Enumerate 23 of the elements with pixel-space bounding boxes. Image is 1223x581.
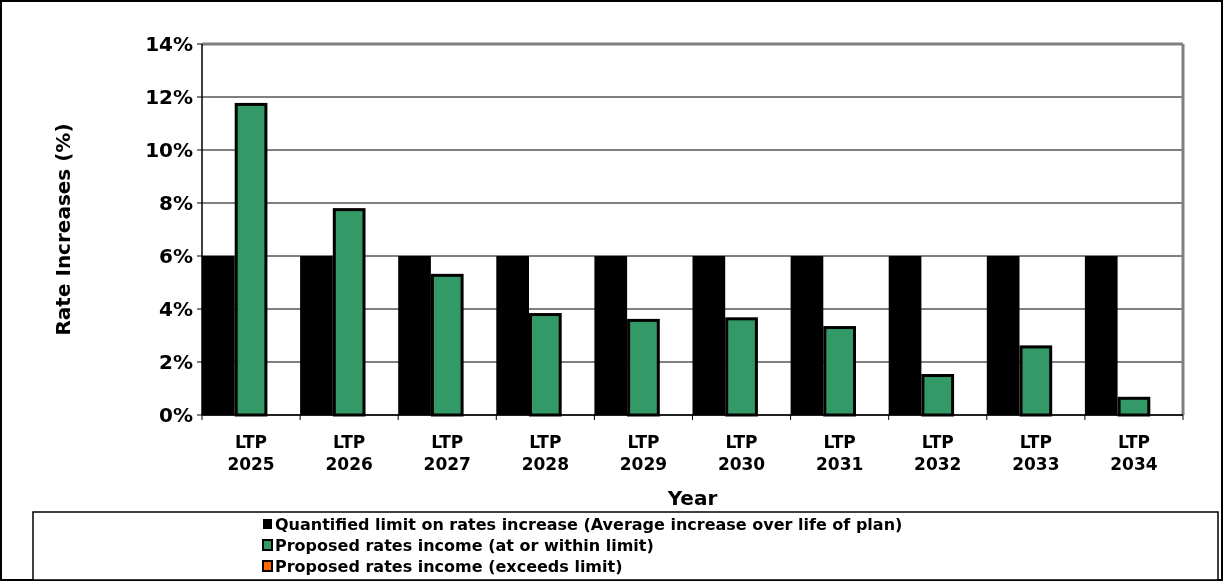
- y-tick-label: 14%: [145, 32, 193, 56]
- y-axis-title: Rate Increases (%): [51, 123, 75, 336]
- x-tick-label: LTP 2032: [914, 432, 962, 474]
- x-axis-title: Year: [666, 486, 718, 510]
- legend-label: Proposed rates income (at or within limit): [275, 535, 654, 555]
- x-tick-label: LTP 2034: [1110, 432, 1158, 474]
- legend-label: Proposed rates income (exceeds limit): [275, 556, 623, 576]
- y-tick-label: 12%: [145, 85, 193, 109]
- x-tick-label: LTP 2029: [619, 432, 668, 474]
- x-tick-label: LTP 2025: [227, 432, 275, 474]
- x-tick-label: LTP 2027: [423, 432, 471, 474]
- y-tick-label: 6%: [159, 244, 193, 268]
- y-tick-label: 8%: [159, 191, 193, 215]
- legend-label: Quantified limit on rates increase (Average increase over life of plan): [275, 514, 903, 534]
- x-tick-label: LTP 2031: [815, 432, 864, 474]
- x-tick-label: LTP 2030: [717, 432, 766, 474]
- x-tick-label: LTP 2033: [1012, 432, 1060, 474]
- y-tick-label: 2%: [159, 350, 193, 374]
- x-tick-label: LTP 2026: [325, 432, 373, 474]
- y-tick-label: 10%: [145, 138, 193, 162]
- y-tick-label: 4%: [159, 297, 193, 321]
- x-tick-label: LTP 2028: [521, 432, 570, 474]
- y-tick-label: 0%: [159, 403, 193, 427]
